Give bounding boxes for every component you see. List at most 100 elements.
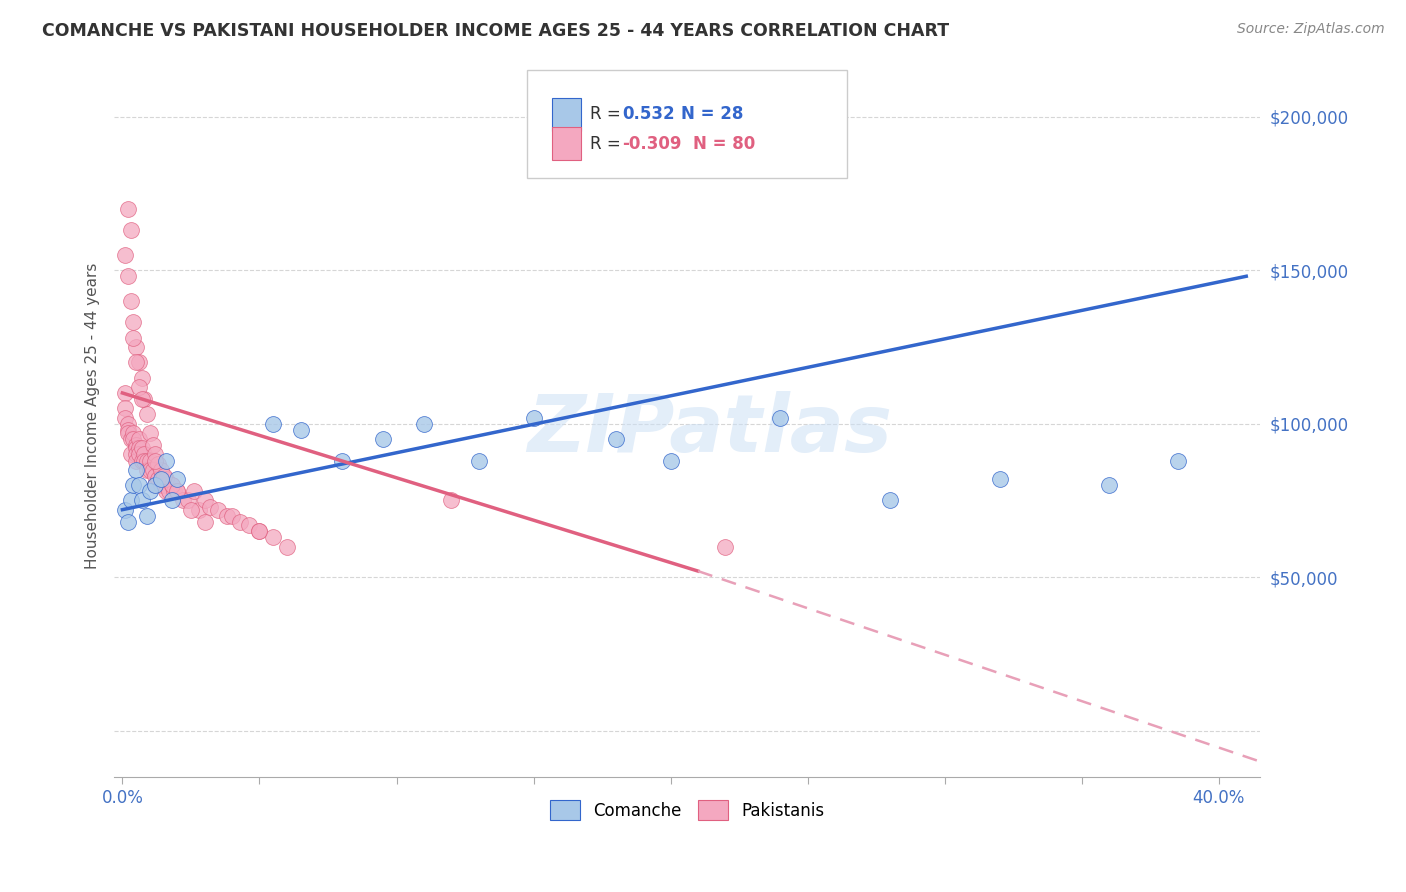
Point xyxy=(122,315,145,329)
Text: R =: R = xyxy=(589,135,626,153)
Point xyxy=(125,453,148,467)
Point xyxy=(180,502,202,516)
Point xyxy=(207,502,229,516)
Point xyxy=(122,425,145,440)
Point xyxy=(155,484,177,499)
Point xyxy=(1098,478,1121,492)
Point xyxy=(114,248,136,262)
Point xyxy=(152,469,174,483)
Point xyxy=(229,515,252,529)
Point xyxy=(605,432,627,446)
Text: -0.309: -0.309 xyxy=(621,135,682,153)
Point xyxy=(120,223,142,237)
FancyBboxPatch shape xyxy=(527,70,848,178)
Point xyxy=(468,453,491,467)
Point xyxy=(262,417,284,431)
Point xyxy=(120,447,142,461)
Point xyxy=(330,453,353,467)
Point xyxy=(177,493,200,508)
Point xyxy=(160,493,183,508)
Point xyxy=(188,502,211,516)
Point xyxy=(143,447,166,461)
Point xyxy=(143,478,166,492)
Point xyxy=(371,432,394,446)
Point xyxy=(769,410,792,425)
Point xyxy=(120,432,142,446)
Point xyxy=(125,447,148,461)
Text: N = 80: N = 80 xyxy=(693,135,755,153)
Point xyxy=(128,478,150,492)
Point xyxy=(134,447,156,461)
Point xyxy=(114,502,136,516)
Point xyxy=(157,484,180,499)
Point xyxy=(163,484,186,499)
Point xyxy=(290,423,312,437)
Point xyxy=(131,453,153,467)
Point xyxy=(152,478,174,492)
Point xyxy=(149,478,172,492)
Point xyxy=(194,493,217,508)
Point xyxy=(194,515,217,529)
Point xyxy=(114,401,136,416)
Point xyxy=(117,425,139,440)
Point xyxy=(139,453,162,467)
Point xyxy=(136,463,159,477)
Point xyxy=(131,370,153,384)
Point xyxy=(238,518,260,533)
Text: COMANCHE VS PAKISTANI HOUSEHOLDER INCOME AGES 25 - 44 YEARS CORRELATION CHART: COMANCHE VS PAKISTANI HOUSEHOLDER INCOME… xyxy=(42,22,949,40)
Point xyxy=(128,380,150,394)
Point xyxy=(166,472,188,486)
Point xyxy=(117,417,139,431)
Point xyxy=(139,425,162,440)
Point xyxy=(120,493,142,508)
Point xyxy=(249,524,271,538)
Point xyxy=(139,484,162,499)
Point xyxy=(413,417,436,431)
Point xyxy=(221,508,243,523)
Point xyxy=(249,524,271,538)
Point xyxy=(125,463,148,477)
Point xyxy=(215,508,238,523)
Point xyxy=(114,386,136,401)
FancyBboxPatch shape xyxy=(553,98,581,131)
Point xyxy=(142,438,165,452)
Point xyxy=(136,508,159,523)
Point xyxy=(143,469,166,483)
Point xyxy=(117,423,139,437)
Point xyxy=(122,331,145,345)
Point xyxy=(879,493,901,508)
Point xyxy=(160,478,183,492)
Point xyxy=(134,453,156,467)
FancyBboxPatch shape xyxy=(553,128,581,160)
Text: N = 28: N = 28 xyxy=(682,105,744,123)
Point xyxy=(440,493,463,508)
Point xyxy=(143,453,166,467)
Point xyxy=(125,340,148,354)
Point xyxy=(160,478,183,492)
Point xyxy=(143,478,166,492)
Point xyxy=(128,355,150,369)
Point xyxy=(166,484,188,499)
Point xyxy=(988,472,1011,486)
Point xyxy=(117,269,139,284)
Point xyxy=(166,484,188,499)
Text: ZIPatlas: ZIPatlas xyxy=(527,392,893,469)
Point xyxy=(714,540,737,554)
Legend: Comanche, Pakistanis: Comanche, Pakistanis xyxy=(543,794,831,826)
Point xyxy=(523,410,546,425)
Point xyxy=(149,472,172,486)
Point xyxy=(136,453,159,467)
Point xyxy=(114,410,136,425)
Point xyxy=(117,202,139,216)
Point xyxy=(117,515,139,529)
Point xyxy=(155,472,177,486)
Point xyxy=(276,540,298,554)
Point xyxy=(128,432,150,446)
Point xyxy=(131,493,153,508)
Point xyxy=(122,432,145,446)
Point xyxy=(125,442,148,456)
Point xyxy=(198,500,221,514)
Point xyxy=(128,442,150,456)
Text: R =: R = xyxy=(589,105,626,123)
Point xyxy=(183,484,205,499)
